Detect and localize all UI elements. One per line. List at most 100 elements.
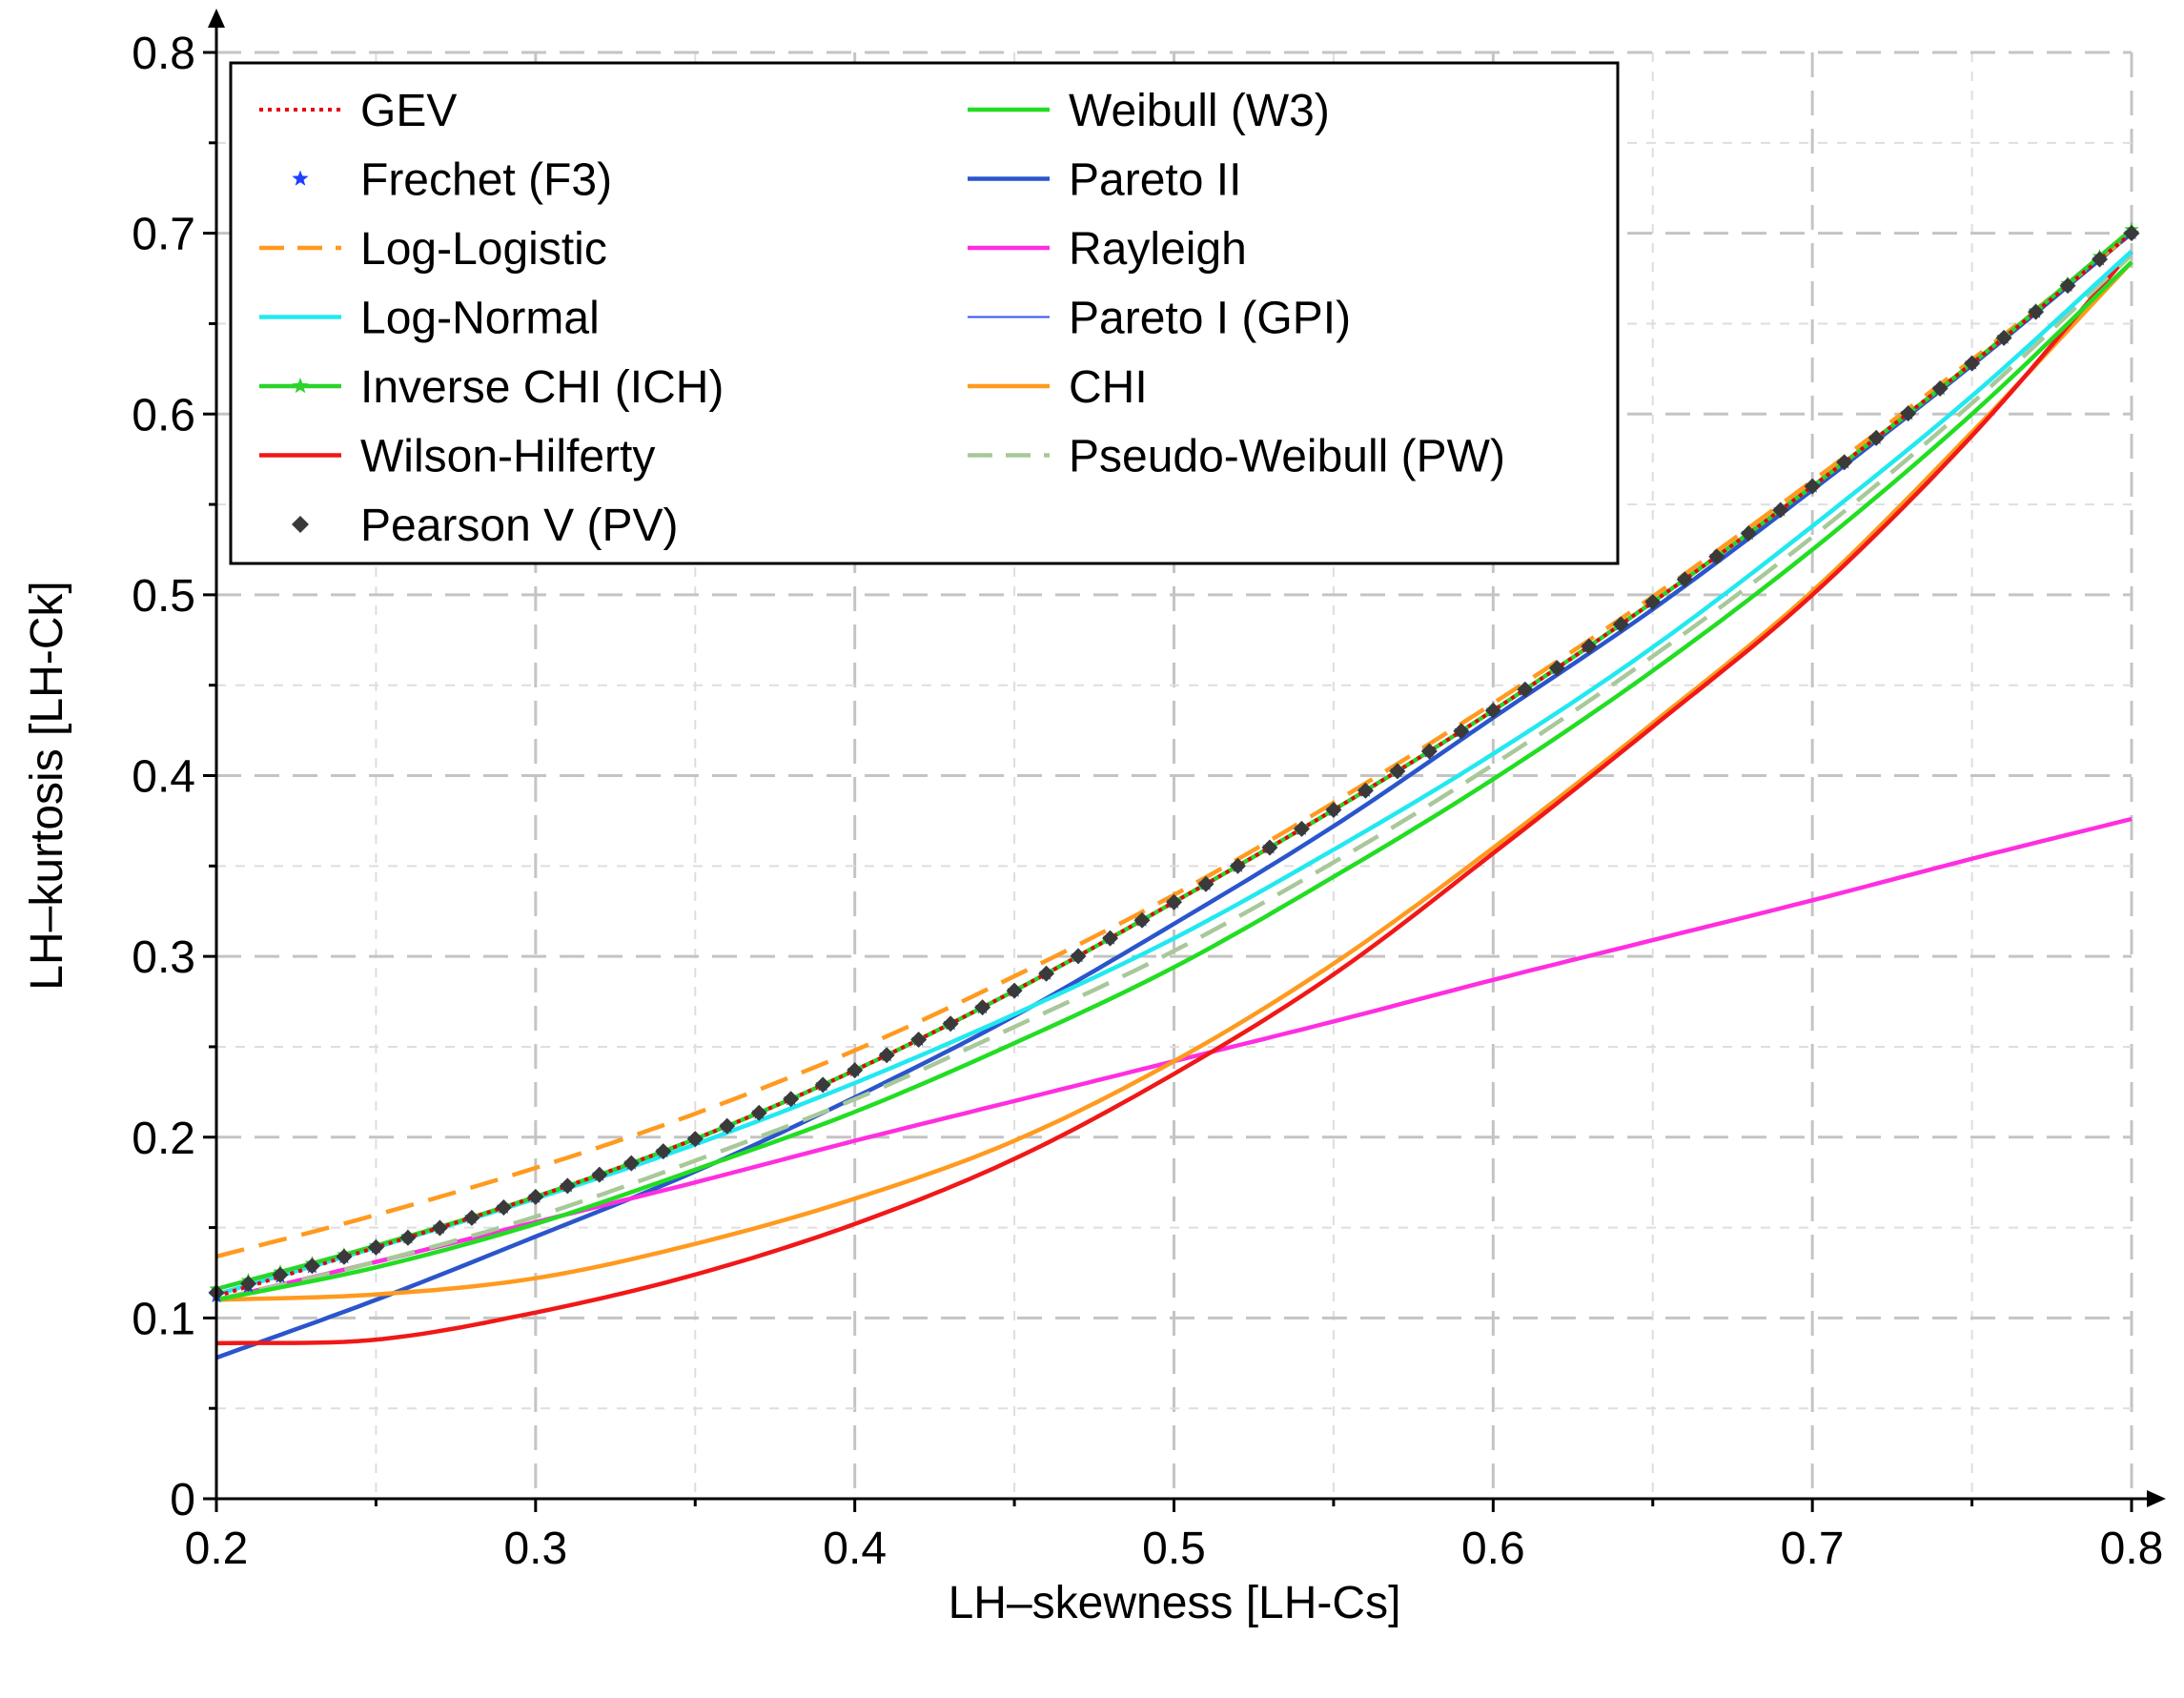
legend-item-wilson-hilferty: Wilson-Hilferty [259,432,655,482]
data-point-pearson-v-pv [719,1117,736,1135]
data-point-pearson-v-pv [1102,930,1119,947]
data-point-pearson-v-pv [942,1015,959,1033]
series-line-pseudo-weibull-pw [215,253,2133,1302]
x-tick-label: 0.3 [503,1524,567,1574]
legend-label: Frechet (F3) [360,155,612,206]
legend-label: Log-Normal [360,294,600,344]
series-wilson-hilferty [215,250,2133,1346]
legend-label: Pareto II [1069,155,1241,206]
data-point-pearson-v-pv [1548,660,1565,677]
legend-label: Wilson-Hilferty [360,432,655,482]
series-pearson-v-pv [208,225,2140,1301]
y-axis-arrow [208,9,225,28]
y-tick-label: 0.2 [132,1114,195,1164]
data-point-pearson-v-pv [1676,571,1693,588]
series-chi [215,260,2133,1302]
legend-swatch-marker [292,170,309,186]
x-tick-label: 0.2 [185,1524,249,1574]
legend-item-chi: CHI [968,362,1148,413]
legend: GEV Frechet (F3) Log-Logistic Log-Normal Inv… [229,61,1620,565]
legend-item-weibull-w3: Weibull (W3) [968,86,1330,136]
data-point-pearson-v-pv [2123,225,2140,242]
data-point-pearson-v-pv [1931,380,1949,398]
data-point-pearson-v-pv [591,1166,608,1183]
series-layer [208,221,2140,1360]
data-point-pearson-v-pv [686,1131,704,1148]
x-tick-label: 0.7 [1781,1524,1845,1574]
data-point-pearson-v-pv [655,1143,672,1160]
data-point-pearson-v-pv [1293,820,1310,837]
legend-label: Weibull (W3) [1069,86,1330,136]
data-point-pearson-v-pv [1995,329,2012,346]
data-point-pearson-v-pv [1357,782,1374,799]
legend-item-pareto-ii: Pareto II [968,155,1241,206]
data-point-pearson-v-pv [336,1248,353,1265]
legend-item-inverse-chi-ich: Inverse CHI (ICH) [259,362,724,413]
data-point-pearson-v-pv [1804,478,1821,495]
data-point-pearson-v-pv [1325,802,1342,819]
data-point-pearson-v-pv [527,1188,544,1205]
y-tick-label: 0 [170,1475,195,1525]
legend-item-log-logistic: Log-Logistic [259,224,607,275]
y-tick-label: 0.7 [132,210,195,260]
legend-item-pseudo-weibull-pw: Pseudo-Weibull (PW) [968,432,1505,482]
legend-item-rayleigh: Rayleigh [968,224,1247,275]
legend-label: Pseudo-Weibull (PW) [1069,432,1505,482]
data-point-pearson-v-pv [2028,303,2045,320]
x-axis-label: LH–skewness [LH-Cs] [949,1578,1401,1628]
data-point-pearson-v-pv [814,1076,831,1094]
data-point-pearson-v-pv [1581,638,1598,655]
data-point-pearson-v-pv [847,1062,864,1079]
data-point-pearson-v-pv [463,1209,480,1226]
x-tick-label: 0.5 [1142,1524,1206,1574]
y-tick-label: 0.5 [132,571,195,622]
data-point-pearson-v-pv [1612,616,1629,633]
legend-box [229,61,1620,565]
data-point-pearson-v-pv [303,1258,320,1275]
data-point-pearson-v-pv [1964,355,1981,372]
series-pseudo-weibull-pw [215,253,2133,1302]
data-point-pearson-v-pv [1197,875,1214,892]
y-tick-label: 0.4 [132,752,195,803]
data-point-pearson-v-pv [623,1155,640,1172]
y-axis-label: LH–kurtosis [LH-Ck] [22,581,72,990]
x-axis-arrow [2147,1490,2166,1507]
data-point-pearson-v-pv [1389,763,1406,780]
legend-label: Rayleigh [1069,224,1247,275]
data-point-pearson-v-pv [750,1104,767,1121]
legend-item-pearson-v-pv: Pearson V (PV) [292,501,678,551]
data-point-pearson-v-pv [2059,277,2076,295]
data-point-pearson-v-pv [1133,911,1151,929]
data-point-pearson-v-pv [974,999,991,1016]
x-tick-label: 0.8 [2100,1524,2164,1574]
data-point-pearson-v-pv [495,1199,512,1217]
legend-label: Log-Logistic [360,224,607,275]
data-point-pearson-v-pv [1229,857,1246,874]
data-point-pearson-v-pv [1453,723,1470,740]
data-point-pearson-v-pv [1038,965,1055,982]
data-point-pearson-v-pv [1772,501,1789,519]
data-point-pearson-v-pv [399,1229,417,1246]
data-point-pearson-v-pv [1484,702,1501,719]
x-tick-label: 0.6 [1461,1524,1525,1574]
data-point-pearson-v-pv [559,1177,576,1195]
data-point-pearson-v-pv [2092,251,2109,268]
data-point-pearson-v-pv [1644,593,1662,610]
legend-label: GEV [360,86,457,136]
data-point-pearson-v-pv [783,1091,800,1108]
data-point-pearson-v-pv [272,1266,289,1283]
data-point-pearson-v-pv [1420,743,1438,760]
legend-swatch-marker [292,378,309,394]
y-tick-label: 0.6 [132,390,195,440]
data-point-pearson-v-pv [1070,948,1087,965]
data-point-pearson-v-pv [1517,681,1534,698]
data-point-pearson-v-pv [1006,982,1023,999]
y-tick-label: 0.3 [132,932,195,983]
data-point-pearson-v-pv [1166,893,1182,910]
data-point-pearson-v-pv [1900,405,1917,422]
data-point-pearson-v-pv [239,1275,256,1292]
legend-item-log-normal: Log-Normal [259,294,600,344]
data-point-pearson-v-pv [878,1047,895,1064]
legend-label: Pareto I (GPI) [1069,294,1351,344]
